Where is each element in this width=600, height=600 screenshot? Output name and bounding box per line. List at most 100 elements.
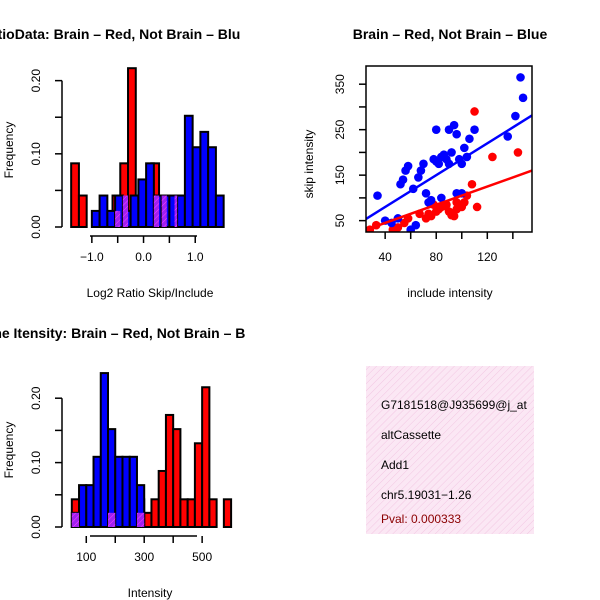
x-tick-label: 80 — [430, 250, 444, 264]
brain-bar — [157, 469, 167, 528]
not-brain-bar — [191, 146, 202, 228]
not-brain-bar — [85, 484, 95, 529]
brain-point — [513, 148, 523, 157]
not-brain-point — [503, 132, 513, 141]
not-brain-bar — [99, 372, 110, 529]
not-brain-point — [426, 195, 436, 205]
brain-point — [449, 211, 459, 221]
scatter-points — [366, 73, 532, 232]
gene-name: Add1 — [381, 458, 409, 472]
brain-bar — [150, 498, 160, 529]
y-tick-label: 0.20 — [29, 69, 43, 93]
intensity-hist-bars — [70, 372, 233, 529]
not-brain-bar — [78, 484, 88, 529]
not-brain-point — [398, 175, 408, 184]
not-brain-point — [449, 120, 459, 130]
intensity-hist-ylabel: Frequency — [2, 422, 16, 479]
not-brain-bar — [183, 114, 194, 228]
not-brain-point — [447, 148, 456, 157]
not-brain-bar — [145, 162, 155, 228]
brain-bar — [179, 498, 189, 529]
brain-point — [472, 202, 482, 212]
brain-point — [393, 223, 403, 232]
not-brain-bar — [106, 209, 117, 228]
not-brain-point — [434, 159, 444, 169]
info-box — [366, 366, 534, 534]
ratio-hist-axes: −1.0 0.0 1.0 0.00 0.10 0.20 — [29, 69, 204, 264]
brain-point — [452, 198, 461, 207]
overlap-hatch — [153, 195, 160, 227]
x-tick-label: 120 — [477, 250, 497, 264]
not-brain-bar — [129, 194, 140, 228]
scatter-frame — [365, 65, 533, 233]
not-brain-point — [373, 191, 382, 200]
not-brain-point — [431, 125, 441, 134]
brain-point — [488, 152, 497, 162]
brain-bar — [208, 498, 218, 529]
not-brain-point — [452, 129, 461, 139]
not-brain-bar — [107, 428, 117, 528]
intensity-hist-xlabel: Intensity — [128, 586, 173, 600]
overlap-hatch — [122, 195, 129, 227]
intensity-histogram-panel: Gene Itensity: Brain – Red, Not Brain – … — [0, 325, 245, 600]
not-brain-point — [470, 125, 479, 134]
not-brain-bar — [207, 146, 217, 228]
y-tick-label: 250 — [333, 119, 347, 139]
overlap-hatch — [161, 195, 167, 227]
not-brain-point — [465, 134, 474, 144]
brain-bar — [222, 498, 233, 529]
not-brain-bar — [98, 194, 109, 228]
x-tick-label: 500 — [192, 550, 212, 564]
not-brain-bar — [176, 194, 186, 228]
x-tick-label: 0.0 — [135, 250, 152, 264]
not-brain-bar — [90, 209, 101, 228]
not-brain-point — [411, 220, 421, 230]
overlap-hatch — [115, 210, 121, 227]
scatter-axes: 40 80 120 50 150 250 350 — [333, 74, 514, 264]
not-brain-bar — [114, 455, 124, 528]
brain-fit-line — [366, 169, 532, 231]
info-panel: G7181518@J935699@j_at altCassette Add1 c… — [366, 366, 534, 534]
brain-point — [426, 211, 436, 221]
x-tick-label: 300 — [134, 550, 154, 564]
intensity-hist-title: Gene Itensity: Brain – Red, Not Brain – … — [0, 325, 245, 341]
not-brain-point — [460, 143, 469, 153]
ratio-hist-xlabel: Log2 Ratio Skip/Include — [87, 286, 214, 300]
event-id: G7181518@J935699@j_at — [381, 398, 527, 412]
y-tick-label: 0.10 — [29, 451, 43, 475]
overlap-hatch — [108, 512, 116, 527]
scatter-title: Brain – Red, Not Brain – Blue — [353, 26, 548, 42]
brain-bar — [70, 162, 80, 228]
brain-point — [467, 179, 477, 189]
scatter-panel: Brain – Red, Not Brain – Blue 40 80 120 50 1… — [302, 26, 547, 300]
brain-bar — [186, 498, 196, 529]
ratio-hist-bars — [70, 67, 225, 229]
x-tick-label: 100 — [76, 550, 96, 564]
x-tick-label: 40 — [378, 250, 392, 264]
y-tick-label: 0.00 — [29, 515, 43, 539]
overlap-hatch — [71, 512, 80, 527]
not-brain-bar — [199, 130, 210, 228]
not-brain-bar — [137, 178, 148, 229]
not-brain-point — [419, 159, 428, 169]
scatter-ylabel: skip intensity — [302, 130, 316, 199]
event-type: altCassette — [381, 428, 441, 442]
ratio-hist-title: RatioData: Brain – Red, Not Brain – Blu — [0, 26, 240, 42]
chromosome-location: chr5.19031−1.26 — [381, 488, 472, 502]
brain-bar — [143, 511, 153, 528]
brain-bar — [164, 413, 175, 528]
not-brain-point — [403, 161, 413, 171]
overlap-hatch — [174, 195, 178, 227]
not-brain-bar — [214, 194, 225, 228]
not-brain-bar — [92, 455, 102, 528]
ratio-hist-ylabel: Frequency — [2, 122, 16, 179]
brain-bar — [201, 386, 211, 529]
ratio-histogram-panel: RatioData: Brain – Red, Not Brain – Blu … — [0, 26, 240, 300]
brain-point — [470, 107, 479, 116]
y-tick-label: 50 — [333, 214, 347, 228]
not-brain-point — [414, 173, 423, 182]
not-brain-bar — [121, 455, 131, 528]
brain-bar — [193, 442, 204, 528]
x-tick-label: 1.0 — [187, 250, 204, 264]
